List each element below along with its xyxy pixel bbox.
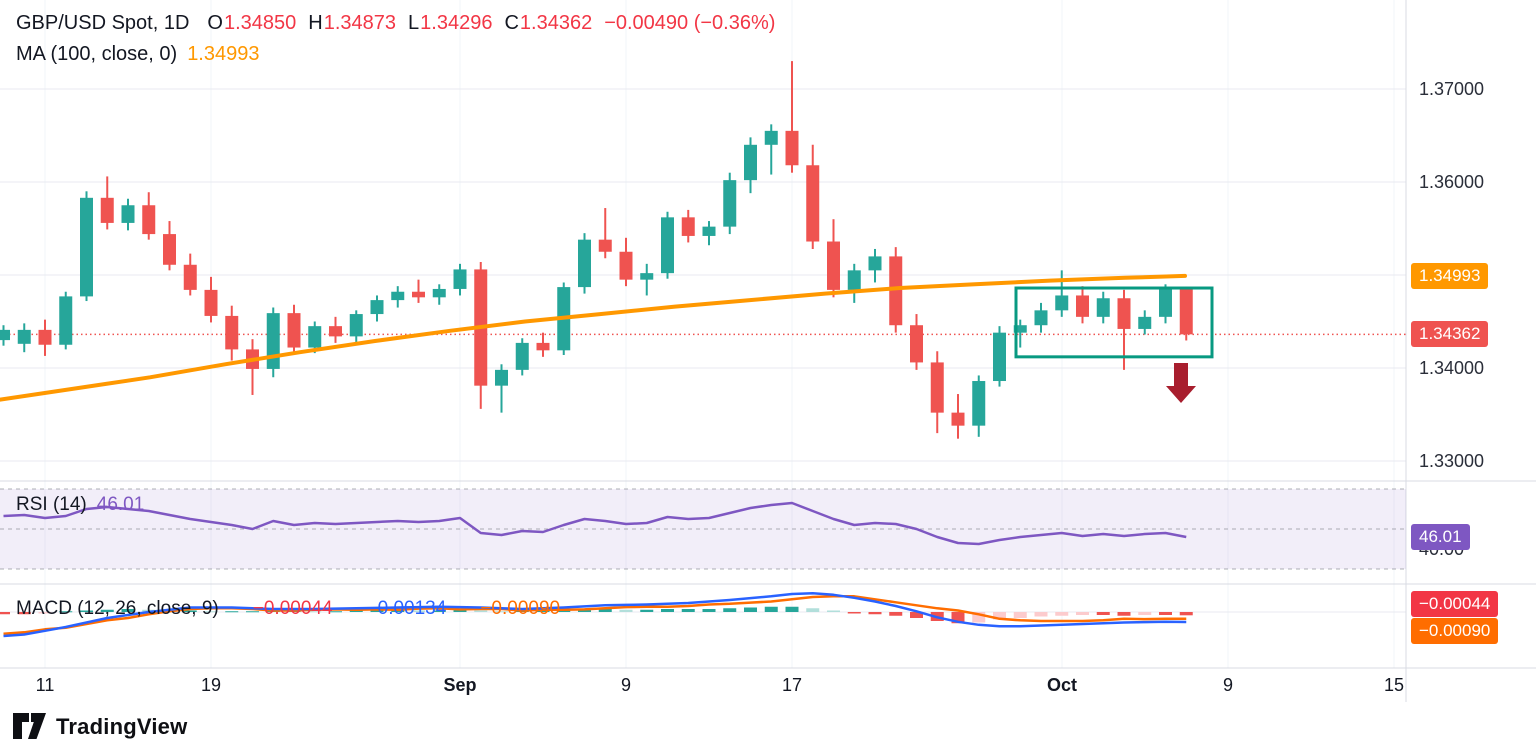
brand-name: TradingView [56, 713, 188, 739]
macd-status-value-1: −0.00134 [366, 598, 447, 619]
rsi-line [3, 501, 1187, 546]
ohlc-c: C1.34362 [504, 12, 593, 34]
macd-values: −0.00044 −0.00134 −0.00090 [219, 598, 560, 619]
tradingview-logo-icon [13, 713, 46, 739]
rsi-pane[interactable] [0, 488, 1406, 570]
time-axis-label: 19 [200, 675, 222, 695]
time-axis-label: 9 [620, 675, 632, 695]
macd-label: MACD (12, 26, close, 9) [16, 598, 219, 619]
down-arrow-annotation[interactable] [1166, 363, 1196, 403]
price-pane[interactable] [0, 61, 1406, 439]
symbol-status-row[interactable]: GBP/USD Spot, 1D O1.34850 H1.34873 L1.34296… [16, 8, 775, 39]
ma-status-row[interactable]: MA (100, close, 0) 1.34993 [16, 39, 775, 70]
macd-value-badge: −0.00044 [1411, 590, 1499, 617]
rsi-value-badge: 46.01 [1411, 523, 1470, 550]
candlestick-series [0, 61, 1193, 439]
price-legend: GBP/USD Spot, 1D O1.34850 H1.34873 L1.34296… [16, 8, 775, 70]
ma-value: 1.34993 [187, 43, 260, 65]
macd-pane[interactable] [0, 592, 1193, 638]
macd-legend[interactable]: MACD (12, 26, close, 9) −0.00044 −0.00134−… [16, 596, 560, 622]
ohlc-values: O1.34850 H1.34873 L1.34296 C1.34362 [195, 12, 592, 34]
ohlc-l: L1.34296 [408, 12, 493, 34]
price-scale-label: 1.37000 [1419, 79, 1485, 99]
price-scale-label: 1.36000 [1419, 172, 1485, 192]
time-axis-label: 15 [1383, 675, 1405, 695]
rsi-value: 46.01 [96, 494, 145, 515]
price-scale-axis[interactable]: 1.370001.360001.340001.3300040.001.34993… [1406, 0, 1536, 746]
tradingview-attribution[interactable]: TradingView [12, 712, 187, 741]
rsi-legend[interactable]: RSI (14) 46.01 [16, 492, 144, 518]
range-box-annotation[interactable] [1014, 286, 1214, 359]
change-value: −0.00490 (−0.36%) [604, 12, 776, 34]
price-scale-label: 1.34000 [1419, 358, 1485, 378]
macd-signal-badge: −0.00090 [1411, 617, 1499, 644]
ma100-line [0, 273, 1187, 402]
time-axis-label: 11 [35, 675, 55, 695]
time-axis-label: 17 [781, 675, 803, 695]
time-axis-label: 9 [1222, 675, 1234, 695]
macd-line [3, 592, 1187, 638]
ma-value-badge: 1.34993 [1411, 262, 1489, 289]
macd-status-value-0: −0.00044 [252, 598, 333, 619]
time-axis-label: Sep [443, 675, 477, 695]
ma-label: MA (100, close, 0) [16, 43, 178, 65]
ohlc-o: O1.34850 [207, 12, 297, 34]
time-axis[interactable]: 11 19 Sep 9 17 Oct 9 15 [0, 668, 1406, 704]
rsi-label: RSI (14) [16, 494, 87, 515]
ohlc-h: H1.34873 [308, 12, 397, 34]
last-price-badge: 1.34362 [1411, 321, 1489, 348]
price-scale-label: 1.33000 [1419, 451, 1485, 471]
time-axis-label: Oct [1046, 675, 1078, 695]
symbol-title[interactable]: GBP/USD Spot, 1D [16, 12, 190, 34]
macd-status-value-2: −0.00090 [480, 598, 561, 619]
